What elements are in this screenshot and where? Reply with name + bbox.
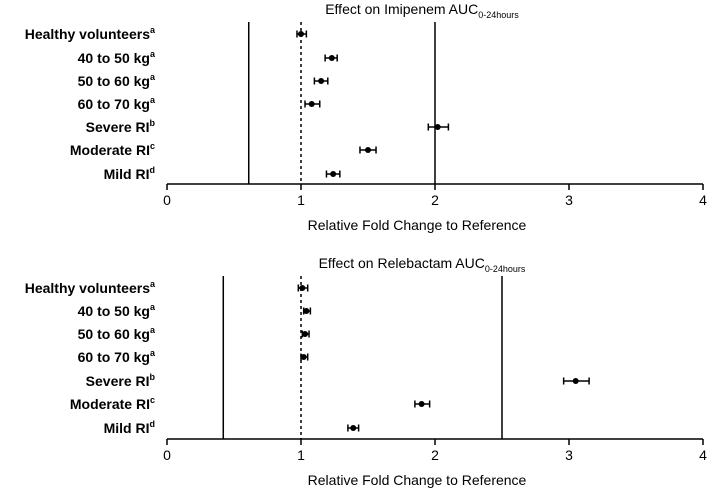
data-point-7 (347, 424, 360, 432)
data-point-7 (325, 170, 341, 178)
category-label-text: Mild RI (104, 166, 150, 182)
data-point-2 (302, 307, 312, 315)
x-tick-label: 4 (699, 192, 707, 208)
category-label-superscript: a (150, 72, 156, 82)
point-estimate (350, 425, 357, 431)
category-label-text: 40 to 50 kg (78, 50, 150, 66)
forest-panel-1: Effect on Imipenem AUC0-24hours 0 1 2 3 4 Rela… (25, 1, 707, 233)
category-label: 60 to 70 kga (78, 348, 156, 365)
chart-title-main: Effect on Relebactam AUC (319, 255, 485, 271)
category-label-superscript: a (150, 279, 156, 289)
data-point-2 (324, 54, 338, 62)
category-label-text: Healthy volunteers (25, 280, 150, 296)
point-estimate (572, 378, 579, 384)
category-label: 60 to 70 kga (78, 95, 156, 112)
category-label-text: 50 to 60 kg (78, 326, 150, 342)
category-label-superscript: c (150, 395, 155, 405)
x-tick-label: 1 (297, 447, 305, 463)
category-label-text: Severe RI (86, 373, 150, 389)
x-tick-label: 2 (431, 447, 439, 463)
category-label-text: 50 to 60 kg (78, 73, 150, 89)
point-estimate (328, 55, 335, 61)
x-tick-label: 1 (297, 192, 305, 208)
data-point-3 (313, 77, 329, 85)
category-label: 50 to 60 kga (78, 325, 156, 342)
data-point-4 (304, 100, 321, 108)
category-label-superscript: a (150, 25, 156, 35)
data-point-3 (301, 330, 310, 338)
category-label: 40 to 50 kga (78, 302, 156, 319)
x-tick-label: 0 (163, 192, 171, 208)
category-label: 40 to 50 kga (78, 49, 156, 66)
data-point-6 (359, 146, 377, 154)
category-label-superscript: a (150, 95, 156, 105)
category-label: Severe RIb (86, 372, 156, 389)
category-label-text: Healthy volunteers (25, 26, 150, 42)
category-label-text: 60 to 70 kg (78, 96, 150, 112)
category-label-superscript: a (150, 348, 156, 358)
point-estimate (300, 354, 307, 360)
point-estimate (298, 31, 304, 37)
category-label-text: Severe RI (86, 119, 150, 135)
category-label-text: 40 to 50 kg (78, 303, 150, 319)
chart-title-subscript: 0-24hours (485, 264, 526, 274)
point-estimate (303, 308, 310, 314)
chart-title: Effect on Relebactam AUC0-24hours (319, 255, 526, 274)
chart-title-subscript: 0-24hours (478, 10, 519, 20)
chart-title: Effect on Imipenem AUC0-24hours (325, 1, 519, 20)
x-tick-label: 3 (565, 192, 573, 208)
category-label-text: Moderate RI (70, 396, 150, 412)
point-estimate (434, 124, 441, 130)
forest-panel-2: Effect on Relebactam AUC0-24hours 0 1 2 3 4 Re… (25, 255, 707, 488)
x-tick-label: 3 (565, 447, 573, 463)
category-label-superscript: d (150, 165, 156, 175)
point-estimate (418, 401, 425, 407)
point-estimate (302, 331, 309, 337)
x-tick-label: 2 (431, 192, 439, 208)
category-label: Mild RId (104, 419, 155, 436)
category-label: Healthy volunteersa (25, 279, 156, 296)
data-point-5 (562, 377, 590, 385)
x-axis-label: Relative Fold Change to Reference (308, 472, 527, 488)
x-tick-label: 0 (163, 447, 171, 463)
category-label: Mild RId (104, 165, 155, 182)
point-estimate (299, 285, 306, 291)
x-axis-label: Relative Fold Change to Reference (308, 217, 527, 233)
category-label-superscript: b (150, 118, 156, 128)
data-point-1 (296, 30, 308, 38)
category-label: Moderate RIc (70, 395, 155, 412)
category-label-superscript: d (150, 419, 156, 429)
point-estimate (318, 78, 325, 84)
category-label-text: Mild RI (104, 420, 150, 436)
category-label: 50 to 60 kga (78, 72, 156, 89)
data-point-6 (414, 400, 431, 408)
category-label-text: Moderate RI (70, 142, 150, 158)
category-label-text: 60 to 70 kg (78, 349, 150, 365)
data-point-1 (297, 284, 309, 292)
category-label-superscript: a (150, 325, 156, 335)
data-point-5 (427, 123, 450, 131)
category-label-superscript: a (150, 302, 156, 312)
chart-title-main: Effect on Imipenem AUC (325, 1, 478, 17)
category-label-superscript: b (150, 372, 156, 382)
category-label-superscript: a (150, 49, 156, 59)
point-estimate (365, 147, 371, 153)
data-point-4 (300, 353, 309, 361)
x-tick-label: 4 (699, 447, 707, 463)
category-label-superscript: c (150, 141, 155, 151)
point-estimate (330, 171, 337, 177)
category-label: Moderate RIc (70, 141, 155, 158)
category-label: Severe RIb (86, 118, 156, 135)
point-estimate (308, 101, 315, 107)
category-label: Healthy volunteersa (25, 25, 156, 42)
